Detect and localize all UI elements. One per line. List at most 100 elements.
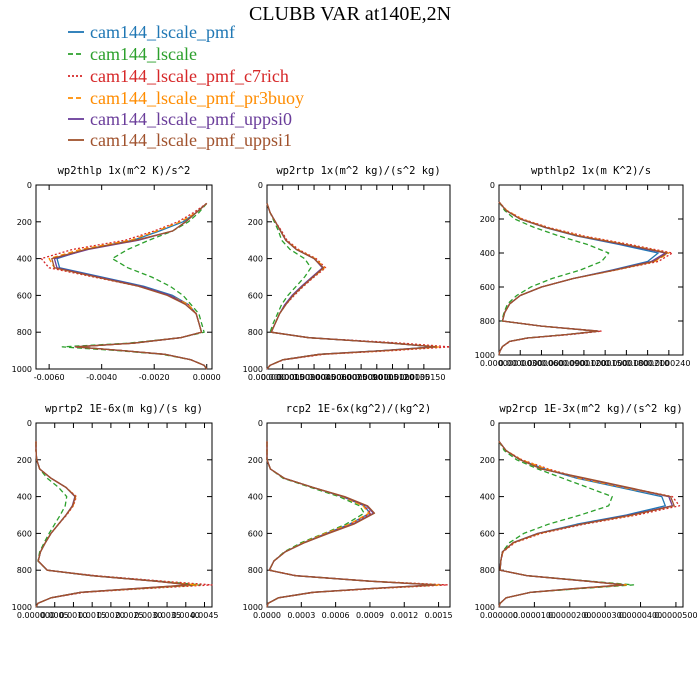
x-tick-label: -0.0060 — [34, 373, 65, 382]
plot-frame — [266, 422, 451, 608]
x-tick-label: 0.0000240 — [647, 359, 690, 368]
x-tick-label: 0.0015 — [78, 611, 106, 620]
panel-wp2rcp: wp2rcp 1E-3x(m^2 kg)/(s^2 kg) 0 200 400 600 8… — [475, 403, 698, 620]
panel-title: wp2rcp 1E-3x(m^2 kg)/(s^2 kg) — [499, 403, 682, 415]
x-tick-label: 0.0003 — [287, 611, 315, 620]
x-tick-label: 0.000000 — [480, 359, 518, 368]
panel-title: wpthlp2 1x(m K^2)/s — [531, 165, 651, 177]
series-line-6 — [266, 203, 438, 370]
series-line-3 — [266, 203, 451, 370]
y-tick-label: 200 — [17, 218, 32, 227]
x-tick-label: 0.0000180 — [605, 359, 648, 368]
series-line-5 — [53, 202, 208, 370]
x-tick-label: 0.0000150 — [584, 359, 627, 368]
series-line-1 — [56, 202, 208, 370]
y-tick-label: 200 — [17, 456, 32, 465]
x-tick-label: 0.0010 — [59, 611, 87, 620]
legend-label-5: cam144_lscale_pmf_uppsi0 — [90, 109, 292, 129]
x-tick-label: 0.0000 — [253, 611, 281, 620]
x-tick-label: 0.0015 — [425, 611, 453, 620]
x-tick-label: 0.0000135 — [387, 373, 430, 382]
x-tick-label: 0.0000075 — [324, 373, 367, 382]
panel-wp2rtp: wp2rtp 1x(m^2 kg)/(s^2 kg) 0 200 400 600 800 1… — [243, 165, 451, 382]
plot-frame — [35, 422, 213, 608]
legend-entry-3: cam144_lscale_pmf_c7rich — [68, 66, 289, 86]
y-tick-label: 1000 — [475, 603, 495, 612]
series-line-3 — [498, 441, 681, 608]
x-tick-label: 0.0000105 — [355, 373, 398, 382]
x-tick-label: 0.0000060 — [308, 373, 351, 382]
y-tick-label: 1000 — [243, 365, 263, 374]
x-tick-label: 0.0000120 — [562, 359, 605, 368]
plot-frame — [35, 184, 213, 370]
series-line-4 — [35, 441, 198, 608]
series-line-6 — [35, 441, 191, 608]
series-line-6 — [266, 441, 436, 608]
y-tick-label: 600 — [480, 529, 495, 538]
series-line-1 — [498, 201, 659, 356]
y-tick-label: 0 — [27, 419, 32, 428]
x-tick-label: 0.0040 — [172, 611, 200, 620]
y-tick-label: 200 — [248, 218, 263, 227]
y-tick-label: 600 — [248, 291, 263, 300]
legend-label-4: cam144_lscale_pmf_pr3buoy — [90, 88, 304, 108]
legend: cam144_lscale_pmf cam144_lscale cam144_l… — [68, 22, 304, 150]
y-tick-label: 600 — [480, 283, 495, 292]
legend-entry-6: cam144_lscale_pmf_uppsi1 — [68, 130, 292, 150]
y-tick-label: 600 — [248, 529, 263, 538]
series-line-4 — [266, 203, 441, 370]
x-tick-label: 0.0009 — [356, 611, 384, 620]
x-tick-label: 0.0006 — [322, 611, 350, 620]
series-line-3 — [35, 441, 213, 608]
legend-label-1: cam144_lscale_pmf — [90, 22, 235, 42]
panel-title: wprtp2 1E-6x(m kg)/(s kg) — [45, 403, 203, 415]
y-tick-label: 800 — [248, 328, 263, 337]
x-tick-label: 0.0025 — [116, 611, 144, 620]
y-tick-label: 400 — [480, 249, 495, 258]
x-tick-label: 0.0000 — [193, 373, 221, 382]
y-tick-label: 800 — [17, 328, 32, 337]
series-line-5 — [498, 201, 666, 356]
legend-label-3: cam144_lscale_pmf_c7rich — [90, 66, 289, 86]
x-tick-label: -0.0040 — [86, 373, 117, 382]
legend-label-6: cam144_lscale_pmf_uppsi1 — [90, 130, 292, 150]
y-tick-label: 1000 — [243, 603, 263, 612]
y-tick-label: 400 — [17, 255, 32, 264]
x-tick-label: 0.0030 — [134, 611, 162, 620]
x-tick-label: 0.0000200 — [548, 611, 591, 620]
x-tick-label: 0.0000030 — [277, 373, 320, 382]
y-tick-label: 600 — [17, 529, 32, 538]
y-tick-label: 1000 — [12, 603, 32, 612]
series-line-2 — [61, 202, 208, 370]
x-tick-label: 0.0000210 — [626, 359, 669, 368]
x-tick-label: 0.0000060 — [520, 359, 563, 368]
panel-title: rcp2 1E-6x(kg^2)/(kg^2) — [286, 403, 431, 415]
series-line-6 — [498, 201, 669, 356]
panel-title: wp2rtp 1x(m^2 kg)/(s^2 kg) — [276, 165, 440, 177]
x-tick-label: 0.0000015 — [261, 373, 304, 382]
x-tick-label: 0.0020 — [97, 611, 125, 620]
y-tick-label: 200 — [480, 456, 495, 465]
legend-entry-2: cam144_lscale — [68, 44, 197, 64]
legend-entry-5: cam144_lscale_pmf_uppsi0 — [68, 109, 292, 129]
panel-wpthlp2: wpthlp2 1x(m K^2)/s020040060080010000.00… — [475, 165, 691, 368]
y-tick-label: 400 — [248, 493, 263, 502]
y-tick-label: 800 — [480, 317, 495, 326]
x-tick-label: 0.0000030 — [499, 359, 542, 368]
y-tick-label: 400 — [248, 255, 263, 264]
x-tick-label: 0.0045 — [191, 611, 219, 620]
legend-label-2: cam144_lscale — [90, 44, 197, 64]
series-line-3 — [266, 441, 449, 608]
y-tick-label: 200 — [248, 456, 263, 465]
y-tick-label: 1000 — [12, 365, 32, 374]
panel-rcp2: rcp2 1E-6x(kg^2)/(kg^2) 0 200 400 600 800 1000… — [243, 403, 453, 620]
plot-frame — [498, 422, 684, 608]
y-tick-label: 600 — [17, 291, 32, 300]
x-tick-label: 0.000000 — [17, 611, 55, 620]
series-line-2 — [498, 441, 635, 608]
y-tick-label: 0 — [490, 419, 495, 428]
y-tick-label: 800 — [17, 566, 32, 575]
y-tick-label: 1000 — [475, 351, 495, 360]
x-tick-label: 0.000000 — [480, 611, 518, 620]
